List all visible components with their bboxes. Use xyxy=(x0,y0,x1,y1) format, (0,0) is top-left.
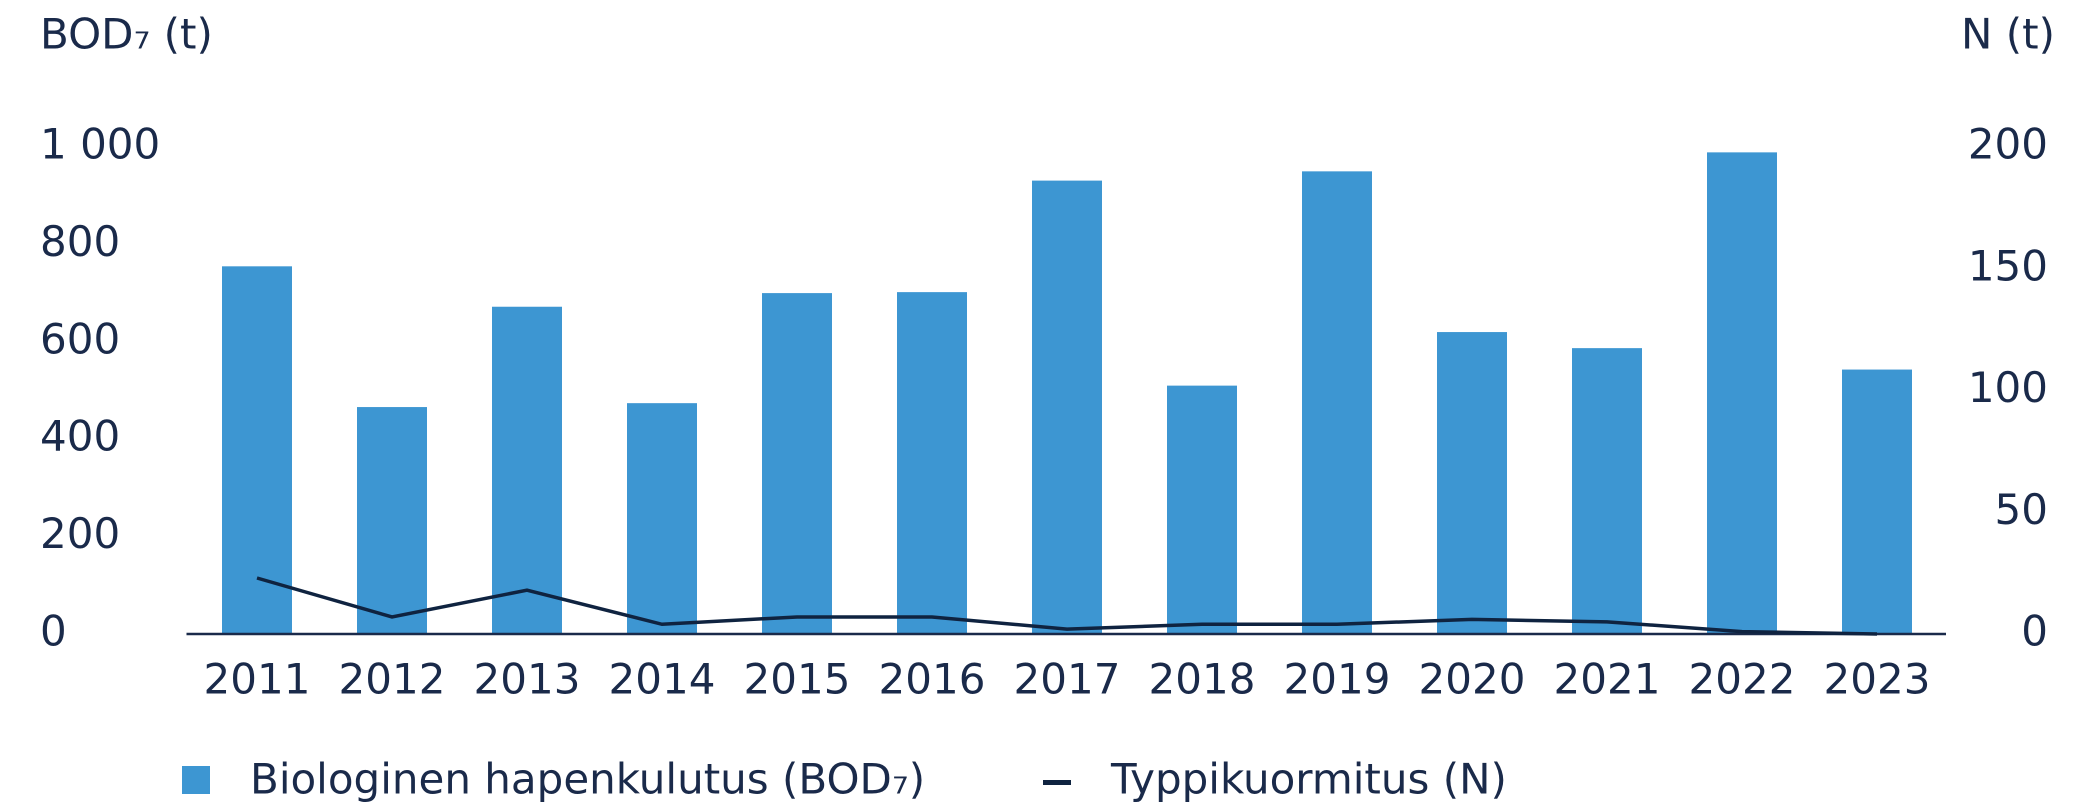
x-tick-label: 2023 xyxy=(1824,655,1931,704)
bar xyxy=(1572,348,1642,634)
x-tick-label: 2016 xyxy=(879,655,986,704)
y-tick-label: 1 000 xyxy=(40,120,160,169)
bar xyxy=(762,293,832,634)
legend-label: Biologinen hapenkulutus (BOD₇) xyxy=(250,755,925,804)
y2-tick-label: 100 xyxy=(1968,363,2048,412)
y2-tick-label: 50 xyxy=(1995,485,2048,534)
legend-label: Typpikuormitus (N) xyxy=(1110,755,1507,804)
bar xyxy=(1707,152,1777,634)
y-tick-label: 600 xyxy=(40,314,120,363)
y2-tick-label: 200 xyxy=(1968,120,2048,169)
y-tick-label: 200 xyxy=(40,509,120,558)
bar xyxy=(357,407,427,634)
line xyxy=(256,576,1878,636)
x-tick-label: 2017 xyxy=(1014,655,1121,704)
y2-axis-title: N (t) xyxy=(1961,10,2055,59)
x-tick-label: 2018 xyxy=(1149,655,1256,704)
y-tick-label: 0 xyxy=(40,607,67,656)
x-tick-label: 2015 xyxy=(744,655,851,704)
bar xyxy=(492,306,562,634)
y2-tick-label: 150 xyxy=(1968,241,2048,290)
x-tick-label: 2021 xyxy=(1554,655,1661,704)
bar xyxy=(1437,332,1507,634)
bar xyxy=(1167,385,1237,634)
x-tick-label: 2019 xyxy=(1284,655,1391,704)
bar xyxy=(1302,171,1372,634)
x-tick-label: 2011 xyxy=(204,655,311,704)
y-tick-label: 800 xyxy=(40,217,120,266)
y2-tick-label: 0 xyxy=(2021,607,2048,656)
x-tick-label: 2020 xyxy=(1419,655,1526,704)
bar xyxy=(1032,180,1102,634)
x-tick-label: 2012 xyxy=(339,655,446,704)
y-axis-title: BOD₇ (t) xyxy=(40,10,213,59)
bar xyxy=(222,266,292,634)
bar xyxy=(627,403,697,634)
legend-swatch xyxy=(182,766,210,794)
y-tick-label: 400 xyxy=(40,412,120,461)
x-tick-label: 2013 xyxy=(474,655,581,704)
bar xyxy=(1842,369,1912,634)
x-tick-label: 2022 xyxy=(1689,655,1796,704)
legend-swatch xyxy=(1043,780,1071,785)
bar xyxy=(897,292,967,634)
x-tick-label: 2014 xyxy=(609,655,716,704)
